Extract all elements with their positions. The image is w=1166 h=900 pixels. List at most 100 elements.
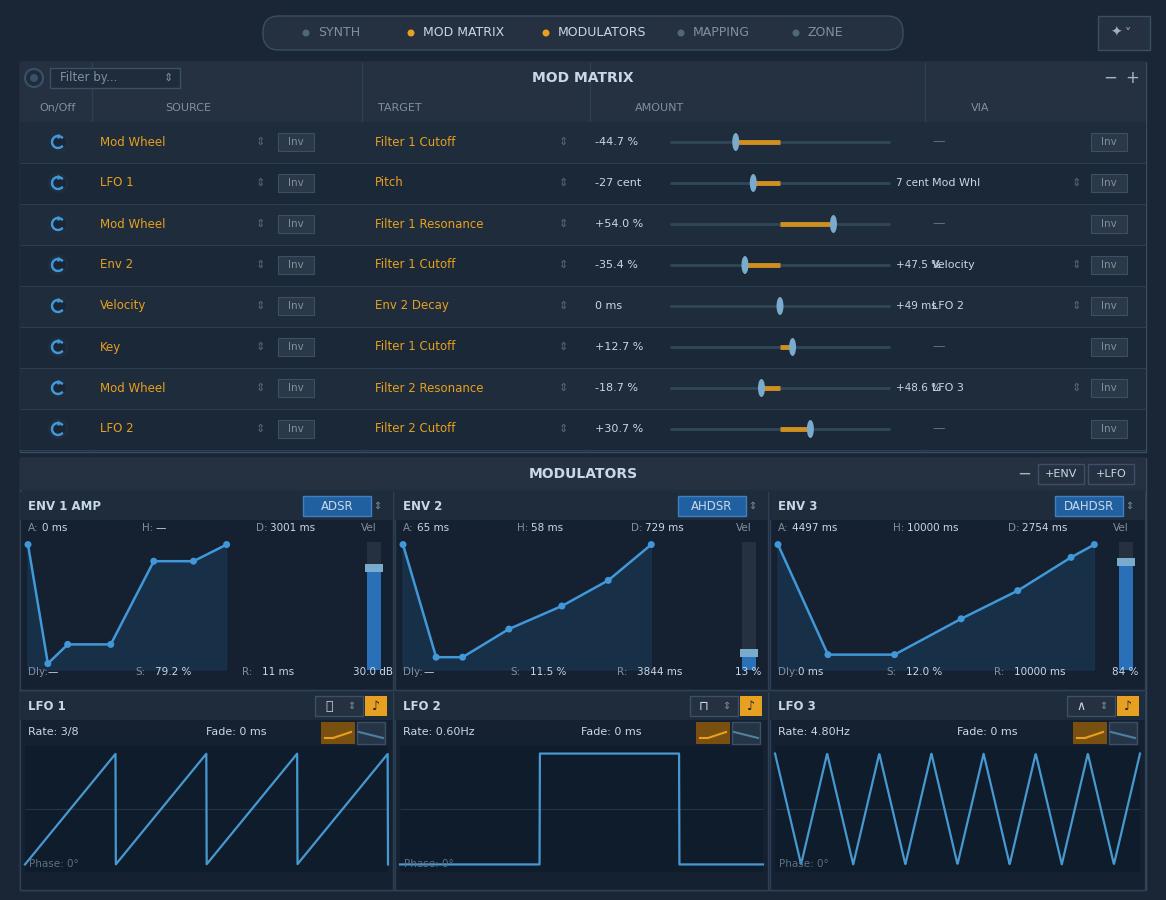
Circle shape xyxy=(774,541,781,548)
Text: ⇕: ⇕ xyxy=(347,701,356,711)
Bar xyxy=(315,696,363,716)
Text: Dly:: Dly: xyxy=(403,667,423,677)
Text: Pitch: Pitch xyxy=(375,176,403,190)
Bar xyxy=(770,492,1145,690)
Text: Filter 2 Cutoff: Filter 2 Cutoff xyxy=(375,422,456,436)
Polygon shape xyxy=(403,544,652,670)
Bar xyxy=(1067,696,1115,716)
Text: ⇕: ⇕ xyxy=(747,501,756,511)
Text: Inv: Inv xyxy=(1101,424,1117,434)
Circle shape xyxy=(190,558,197,564)
Circle shape xyxy=(50,257,66,273)
Circle shape xyxy=(1014,587,1021,594)
Circle shape xyxy=(891,651,898,658)
Text: 0 ms: 0 ms xyxy=(595,301,623,311)
Text: ∧: ∧ xyxy=(1076,699,1086,713)
Text: 3844 ms: 3844 ms xyxy=(637,667,682,677)
Text: 0 ms: 0 ms xyxy=(798,667,823,677)
Text: ⇕: ⇕ xyxy=(1072,260,1081,270)
Text: Vel: Vel xyxy=(736,523,752,533)
Text: S:: S: xyxy=(510,667,520,677)
Circle shape xyxy=(24,541,31,548)
Circle shape xyxy=(30,74,38,82)
Text: 0 ms: 0 ms xyxy=(42,523,68,533)
Circle shape xyxy=(433,653,440,661)
Bar xyxy=(278,215,314,233)
Text: A:: A: xyxy=(28,523,38,533)
Text: A:: A: xyxy=(778,523,788,533)
Text: Inv: Inv xyxy=(1101,137,1117,147)
Text: Filter 1 Cutoff: Filter 1 Cutoff xyxy=(375,340,456,354)
Bar xyxy=(1109,722,1137,744)
Bar xyxy=(20,692,393,890)
Circle shape xyxy=(605,577,612,584)
Text: 3001 ms: 3001 ms xyxy=(271,523,315,533)
Text: 2754 ms: 2754 ms xyxy=(1023,523,1067,533)
Text: LFO 2: LFO 2 xyxy=(403,699,441,713)
Text: ♪: ♪ xyxy=(1124,699,1132,713)
Bar xyxy=(395,692,768,720)
Bar xyxy=(395,692,768,890)
Text: R:: R: xyxy=(993,667,1004,677)
Text: 10000 ms: 10000 ms xyxy=(1014,667,1066,677)
Bar xyxy=(20,458,1146,890)
Text: ⇕: ⇕ xyxy=(559,219,568,229)
Text: Filter 1 Cutoff: Filter 1 Cutoff xyxy=(375,136,456,149)
Text: 84 %: 84 % xyxy=(1112,667,1138,677)
Bar xyxy=(742,653,756,670)
Circle shape xyxy=(957,616,964,622)
Bar xyxy=(696,722,730,744)
Ellipse shape xyxy=(830,215,837,233)
Text: 30.0 dB: 30.0 dB xyxy=(353,667,393,677)
Text: TARGET: TARGET xyxy=(378,103,422,113)
Circle shape xyxy=(50,298,66,314)
Text: H:: H: xyxy=(517,523,528,533)
Text: −: − xyxy=(1103,69,1117,87)
Text: −: − xyxy=(1017,465,1031,483)
Bar xyxy=(367,542,381,670)
Text: ⇕: ⇕ xyxy=(559,178,568,188)
Text: Vel: Vel xyxy=(1114,523,1129,533)
Circle shape xyxy=(48,378,68,398)
Text: 11.5 %: 11.5 % xyxy=(531,667,567,677)
Circle shape xyxy=(824,651,831,658)
Text: LFO 2: LFO 2 xyxy=(100,422,134,436)
Bar xyxy=(20,245,1146,286)
Text: 13 %: 13 % xyxy=(735,667,761,677)
Text: ˅: ˅ xyxy=(1125,26,1131,40)
Text: Mod Wheel: Mod Wheel xyxy=(100,382,166,394)
Text: SYNTH: SYNTH xyxy=(318,26,360,40)
Text: Mod Wheel: Mod Wheel xyxy=(100,136,166,149)
Text: D:: D: xyxy=(1007,523,1019,533)
Text: ⇕: ⇕ xyxy=(255,383,265,393)
Text: MODULATORS: MODULATORS xyxy=(528,467,638,481)
Text: ⇕: ⇕ xyxy=(1098,701,1107,711)
Bar xyxy=(395,492,768,520)
FancyBboxPatch shape xyxy=(264,16,902,50)
Bar xyxy=(740,696,763,716)
Text: Rate: 3/8: Rate: 3/8 xyxy=(28,727,78,737)
Bar xyxy=(20,458,1146,490)
Text: Velocity: Velocity xyxy=(932,260,976,270)
Text: Filter 1 Resonance: Filter 1 Resonance xyxy=(375,218,484,230)
Text: ♪: ♪ xyxy=(372,699,380,713)
Circle shape xyxy=(50,339,66,355)
Bar xyxy=(775,746,1140,872)
Text: AHDSR: AHDSR xyxy=(691,500,732,512)
Circle shape xyxy=(407,30,414,37)
Text: ENV 1 AMP: ENV 1 AMP xyxy=(28,500,101,512)
Bar xyxy=(1088,464,1135,484)
Text: S:: S: xyxy=(135,667,146,677)
Text: MOD MATRIX: MOD MATRIX xyxy=(423,26,504,40)
Circle shape xyxy=(1091,541,1098,548)
Bar xyxy=(395,492,768,690)
Text: ⇕: ⇕ xyxy=(559,260,568,270)
Circle shape xyxy=(50,134,66,150)
Text: —: — xyxy=(156,523,167,533)
Bar xyxy=(365,563,382,572)
Bar xyxy=(278,338,314,356)
Circle shape xyxy=(223,541,230,548)
Bar xyxy=(690,696,738,716)
Text: +: + xyxy=(1125,69,1139,87)
Bar xyxy=(20,204,1146,245)
